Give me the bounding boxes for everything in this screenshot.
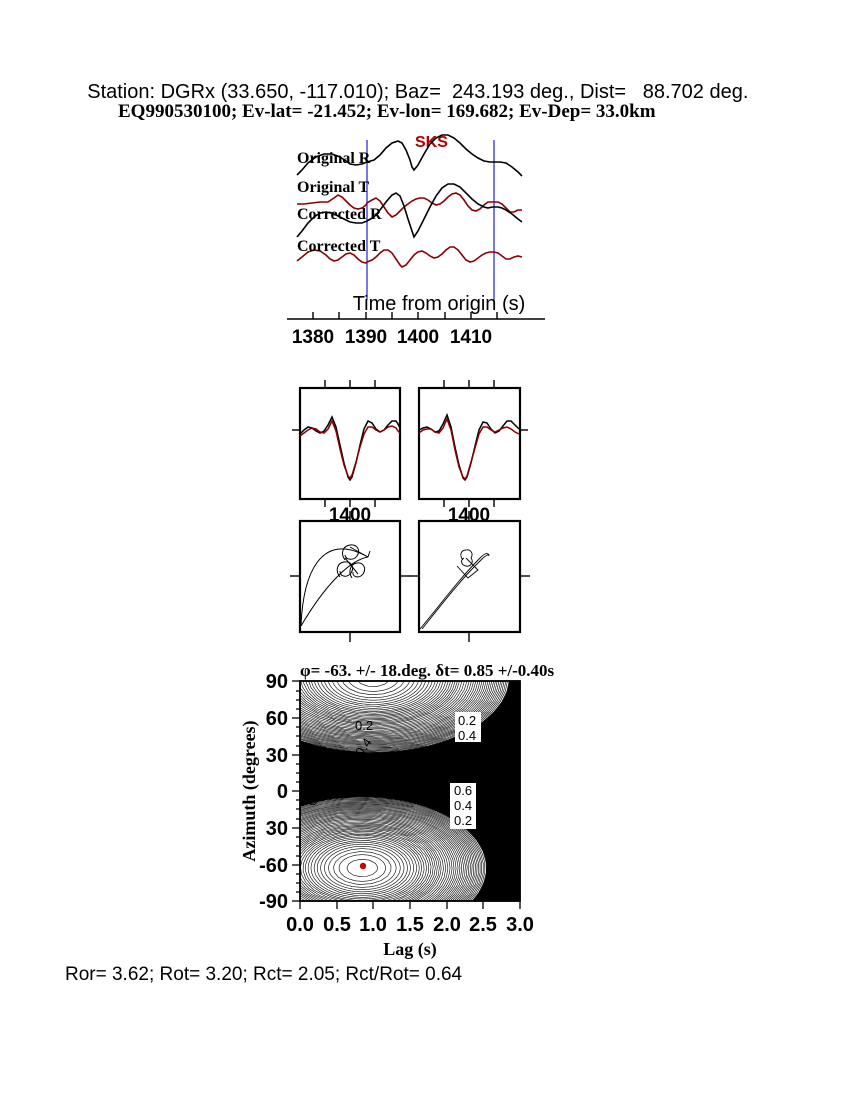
svg-text:Azimuth (degrees): Azimuth (degrees) xyxy=(239,720,260,861)
svg-text:0.2: 0.2 xyxy=(355,718,373,733)
svg-text:0.2: 0.2 xyxy=(304,786,322,806)
svg-text:2.0: 2.0 xyxy=(433,914,461,936)
svg-text:0.4: 0.4 xyxy=(458,728,476,743)
svg-text:0.6: 0.6 xyxy=(454,783,472,798)
svg-text:90: 90 xyxy=(266,671,288,693)
svg-text:60: 60 xyxy=(266,708,288,730)
svg-text:0.0: 0.0 xyxy=(286,914,314,936)
svg-text:0: 0 xyxy=(277,781,288,803)
svg-text:-60: -60 xyxy=(259,855,288,877)
svg-text:30: 30 xyxy=(266,745,288,767)
svg-text:0.2: 0.2 xyxy=(454,813,472,828)
svg-text:-90: -90 xyxy=(259,891,288,913)
svg-text:0.4: 0.4 xyxy=(454,798,472,813)
svg-text:0.2: 0.2 xyxy=(495,836,513,851)
svg-text:0.5: 0.5 xyxy=(323,914,351,936)
svg-text:30: 30 xyxy=(266,818,288,840)
svg-text:φ= -63. +/- 18.deg. δt= 0.85 +: φ= -63. +/- 18.deg. δt= 0.85 +/-0.40s xyxy=(300,661,555,680)
svg-text:3.0: 3.0 xyxy=(506,914,534,936)
svg-text:0.6: 0.6 xyxy=(440,740,458,755)
svg-text:1.5: 1.5 xyxy=(396,914,424,936)
svg-text:0.2: 0.2 xyxy=(458,713,476,728)
svg-text:2.5: 2.5 xyxy=(469,914,497,936)
svg-text:Ror= 3.62; Rot= 3.20; Rct= 2.0: Ror= 3.62; Rot= 3.20; Rct= 2.05; Rct/Rot… xyxy=(65,964,463,985)
svg-text:1.0: 1.0 xyxy=(359,914,387,936)
svg-text:Lag (s): Lag (s) xyxy=(383,939,437,960)
